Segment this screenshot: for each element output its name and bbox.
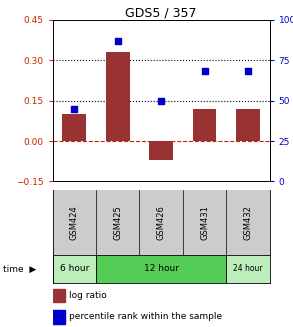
Point	[159, 98, 163, 103]
Bar	[149, 141, 173, 160]
Bar	[96, 255, 226, 283]
Title: GDS5 / 357: GDS5 / 357	[125, 7, 197, 20]
Bar	[106, 52, 130, 141]
Text: GSM431: GSM431	[200, 205, 209, 240]
Bar	[236, 109, 260, 141]
Bar	[193, 109, 217, 141]
Text: GSM432: GSM432	[243, 205, 252, 240]
Text: 12 hour: 12 hour	[144, 265, 179, 273]
Point	[246, 69, 250, 74]
Text: log ratio: log ratio	[69, 291, 107, 300]
Text: 6 hour: 6 hour	[60, 265, 89, 273]
Text: GSM425: GSM425	[113, 205, 122, 240]
Bar	[53, 289, 65, 302]
Point	[115, 38, 120, 43]
Point	[72, 106, 77, 111]
Text: GSM426: GSM426	[157, 205, 166, 240]
Bar	[53, 310, 65, 324]
Point	[202, 69, 207, 74]
Text: time  ▶: time ▶	[3, 265, 36, 273]
Text: percentile rank within the sample: percentile rank within the sample	[69, 312, 222, 321]
Bar	[62, 114, 86, 141]
Text: GSM424: GSM424	[70, 205, 79, 240]
Bar	[53, 255, 96, 283]
Text: 24 hour: 24 hour	[233, 265, 263, 273]
Bar	[226, 255, 270, 283]
